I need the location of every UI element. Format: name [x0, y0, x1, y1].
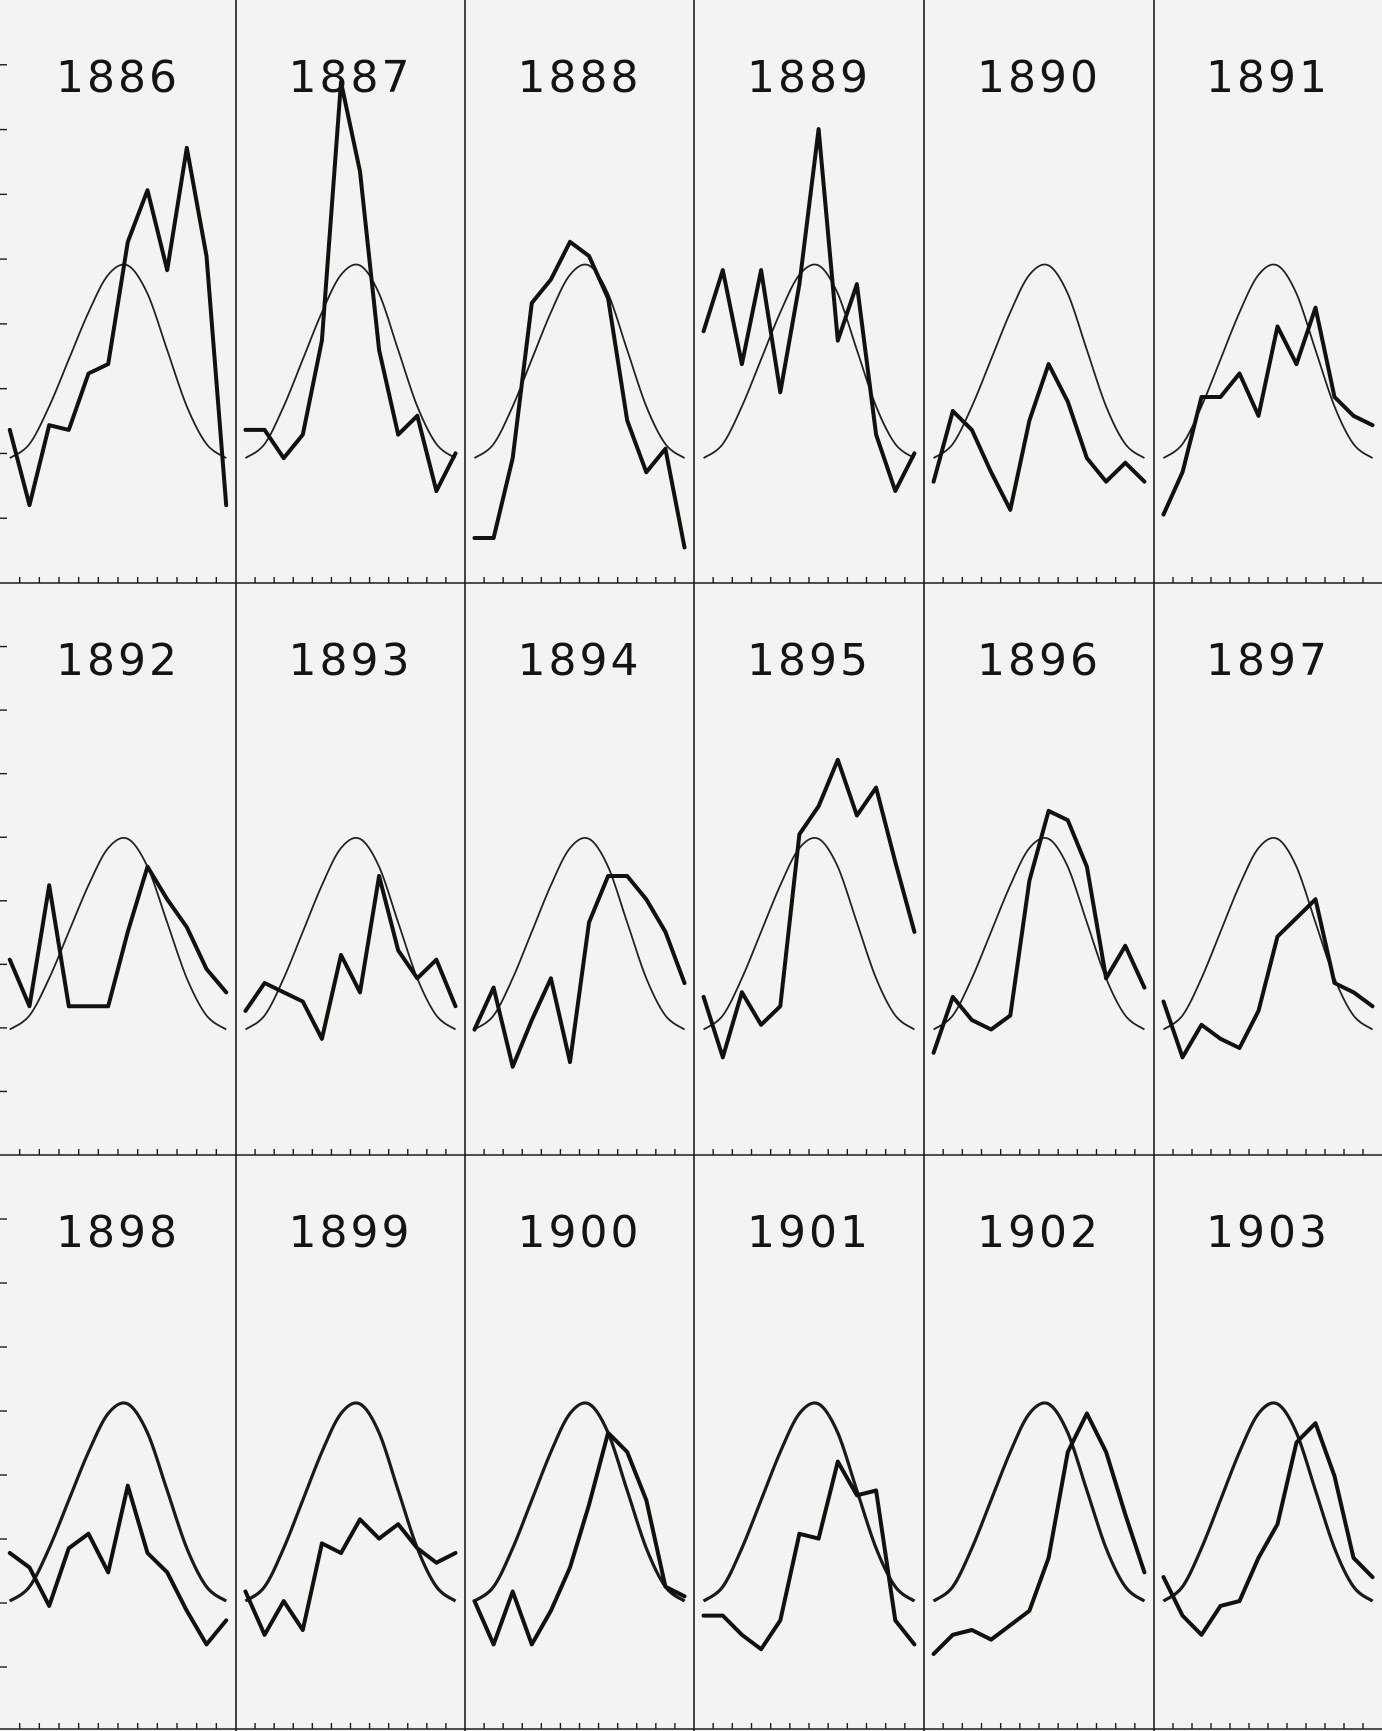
fitted-curve-1894 [473, 836, 686, 1031]
observed-line-1900 [472, 1430, 687, 1647]
observed-line-1895 [701, 757, 917, 1060]
fitted-curve-1898 [8, 1401, 228, 1603]
observed-line-1899 [243, 1517, 458, 1637]
observed-line-1902 [931, 1411, 1147, 1656]
observed-line-1897 [1161, 897, 1375, 1060]
observed-line-1898 [7, 1483, 229, 1647]
year-label-1903: 1903 [1206, 1207, 1330, 1258]
fitted-curve-1899 [244, 1401, 457, 1603]
year-label-1892: 1892 [56, 635, 180, 686]
observed-line-1887 [243, 80, 458, 493]
year-label-1889: 1889 [747, 52, 871, 103]
year-label-1896: 1896 [977, 635, 1101, 686]
year-label-1902: 1902 [977, 1207, 1101, 1258]
fitted-curve-1886 [9, 263, 227, 459]
fitted-curve-1893 [244, 836, 457, 1031]
observed-line-1889 [701, 127, 917, 493]
year-label-1891: 1891 [1206, 52, 1330, 103]
observed-line-1901 [701, 1459, 917, 1652]
year-label-1888: 1888 [518, 52, 642, 103]
observed-line-1903 [1161, 1421, 1375, 1637]
fitted-curve-1897 [1162, 836, 1374, 1031]
fitted-curve-layer [8, 263, 1374, 1603]
fitted-curve-1902 [932, 1401, 1146, 1603]
fitted-curve-1900 [473, 1401, 686, 1603]
fitted-curve-1895 [703, 836, 915, 1031]
observed-line-1886 [7, 145, 229, 508]
year-label-1901: 1901 [747, 1207, 871, 1258]
year-label-layer: 1886 1887 1888 1889 1890 1891 1892 1893 1894 1895… [56, 52, 1330, 1258]
observed-line-1891 [1161, 305, 1375, 517]
fitted-curve-1889 [703, 263, 915, 459]
year-label-1894: 1894 [518, 635, 642, 686]
fitted-curve-1888 [473, 263, 686, 459]
observed-line-1888 [472, 239, 687, 550]
year-label-1899: 1899 [289, 1207, 413, 1258]
observed-line-1890 [931, 362, 1147, 512]
observed-line-1894 [472, 874, 687, 1069]
fitted-curve-1892 [9, 836, 227, 1031]
fitted-curve-1901 [702, 1401, 916, 1603]
year-label-1897: 1897 [1206, 635, 1330, 686]
tick-layer [0, 64, 1364, 1729]
observed-line-1892 [7, 864, 229, 1009]
year-label-1898: 1898 [56, 1207, 180, 1258]
observed-line-1893 [243, 874, 458, 1041]
year-label-1893: 1893 [289, 635, 413, 686]
observed-line-1896 [931, 808, 1147, 1055]
year-label-1895: 1895 [747, 635, 871, 686]
fitted-curve-1903 [1162, 1401, 1374, 1603]
year-label-1890: 1890 [977, 52, 1101, 103]
fitted-curve-1896 [933, 836, 1145, 1031]
fitted-curve-1890 [933, 263, 1145, 459]
year-label-1886: 1886 [56, 52, 180, 103]
observed-line-layer [7, 80, 1375, 1656]
year-label-1900: 1900 [518, 1207, 642, 1258]
fitted-curve-1887 [244, 263, 457, 459]
year-label-1887: 1887 [289, 52, 413, 103]
